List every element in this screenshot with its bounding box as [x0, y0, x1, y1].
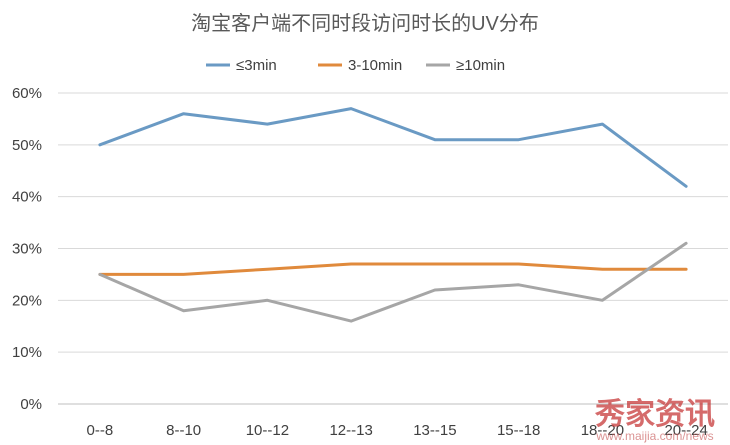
- watermark: 秀家资讯 www.maijia.com/news: [594, 398, 715, 443]
- y-tick-label: 50%: [12, 137, 42, 154]
- x-axis-ticks: 0--8 8--10 10--12 12--13 13--15 15--18 18--20 2…: [87, 422, 708, 439]
- legend-label-1: ≤3min: [236, 57, 277, 74]
- legend-label-3: ≥10min: [456, 57, 505, 74]
- legend: ≤3min 3-10min ≥10min: [206, 57, 505, 74]
- series-line-2: [98, 262, 688, 276]
- x-tick-label: 8--10: [166, 422, 201, 439]
- series-line-3: [98, 241, 688, 323]
- gridlines: [58, 92, 728, 353]
- legend-label-2: 3-10min: [348, 57, 402, 74]
- x-tick-label: 15--18: [497, 422, 540, 439]
- series-group: [98, 107, 688, 323]
- chart-title: 淘宝客户端不同时段访问时长的UV分布: [191, 12, 539, 35]
- x-tick-label: 10--12: [246, 422, 289, 439]
- x-tick-label: 20--24: [664, 422, 707, 439]
- x-tick-label: 18--20: [581, 422, 624, 439]
- x-tick-label: 12--13: [329, 422, 372, 439]
- y-tick-label: 40%: [12, 189, 42, 206]
- y-tick-label: 10%: [12, 344, 42, 361]
- watermark-logo: 秀家资讯: [594, 398, 715, 431]
- y-tick-label: 0%: [20, 396, 42, 413]
- series-line-1: [98, 107, 688, 188]
- y-tick-label: 30%: [12, 241, 42, 258]
- y-tick-label: 20%: [12, 292, 42, 309]
- y-axis-ticks: 0% 10% 20% 30% 40% 50% 60%: [12, 85, 42, 413]
- y-tick-label: 60%: [12, 85, 42, 102]
- x-tick-label: 13--15: [413, 422, 456, 439]
- watermark-url: www.maijia.com/news: [595, 429, 713, 443]
- x-tick-label: 0--8: [87, 422, 114, 439]
